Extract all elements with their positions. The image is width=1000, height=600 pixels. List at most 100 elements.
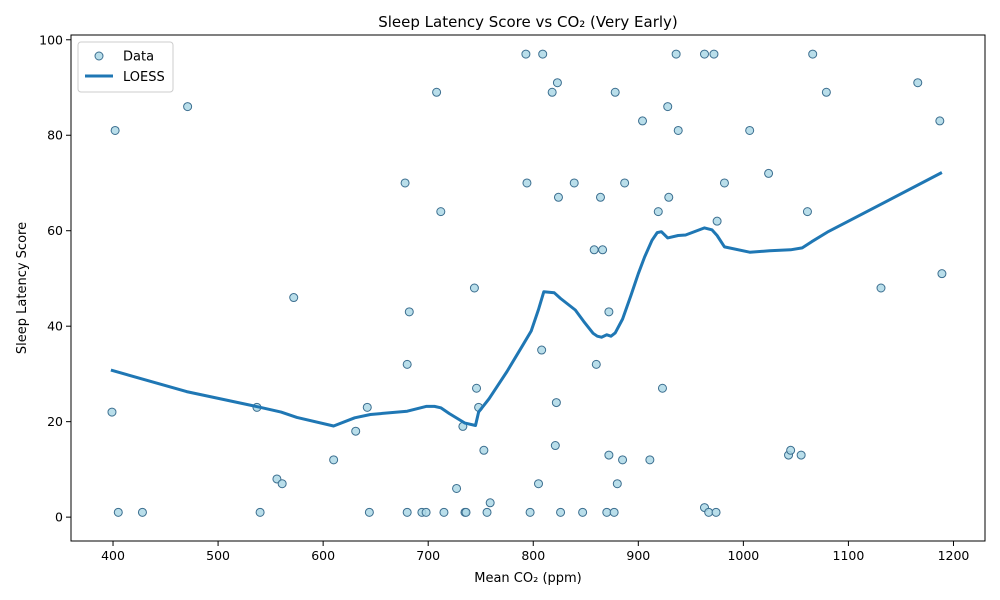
data-point xyxy=(645,455,655,465)
data-point xyxy=(796,450,806,460)
data-point xyxy=(589,245,599,255)
data-point xyxy=(289,293,299,303)
data-point xyxy=(110,125,120,135)
data-point xyxy=(712,216,722,226)
data-point xyxy=(719,178,729,188)
y-tick-label: 20 xyxy=(47,414,63,429)
data-point xyxy=(937,269,947,279)
data-point xyxy=(436,207,446,217)
data-point xyxy=(469,283,479,293)
x-tick-label: 1100 xyxy=(833,548,865,563)
data-point xyxy=(610,87,620,97)
data-point xyxy=(699,49,709,59)
x-tick-label: 900 xyxy=(626,548,650,563)
data-point xyxy=(362,402,372,412)
data-point xyxy=(550,441,560,451)
data-point xyxy=(664,192,674,202)
data-point xyxy=(551,398,561,408)
data-point xyxy=(638,116,648,126)
x-tick-label: 700 xyxy=(416,548,440,563)
legend-data-marker xyxy=(94,51,104,61)
data-point xyxy=(351,426,361,436)
data-point xyxy=(745,125,755,135)
data-point xyxy=(709,49,719,59)
data-point xyxy=(277,479,287,489)
data-point xyxy=(402,359,412,369)
data-point xyxy=(537,345,547,355)
data-point xyxy=(452,483,462,493)
x-tick-label: 500 xyxy=(206,548,230,563)
data-point xyxy=(538,49,548,59)
data-point xyxy=(604,450,614,460)
data-point xyxy=(552,78,562,88)
data-point xyxy=(935,116,945,126)
data-point xyxy=(255,507,265,517)
loess-line xyxy=(110,171,943,428)
legend-data-label: Data xyxy=(123,50,154,65)
data-point xyxy=(547,87,557,97)
data-point xyxy=(113,507,123,517)
data-point xyxy=(482,507,492,517)
data-point xyxy=(400,178,410,188)
x-axis: 400 500 600 700 800 900 1000 1100 1200 xyxy=(101,541,969,563)
data-point xyxy=(913,78,923,88)
y-tick-label: 100 xyxy=(39,32,63,47)
data-point xyxy=(595,192,605,202)
data-point xyxy=(556,507,566,517)
data-point xyxy=(612,479,622,489)
y-axis-label: Sleep Latency Score xyxy=(15,222,30,354)
data-point xyxy=(802,207,812,217)
data-point xyxy=(591,359,601,369)
data-point xyxy=(183,102,193,112)
data-point xyxy=(578,507,588,517)
data-point xyxy=(673,125,683,135)
data-point xyxy=(653,207,663,217)
data-point xyxy=(439,507,449,517)
data-point xyxy=(521,49,531,59)
data-point xyxy=(522,178,532,188)
data-point xyxy=(107,407,117,417)
x-tick-label: 800 xyxy=(521,548,545,563)
data-point xyxy=(786,445,796,455)
data-point xyxy=(421,507,431,517)
data-point xyxy=(876,283,886,293)
x-tick-label: 1000 xyxy=(727,548,759,563)
data-point xyxy=(525,507,535,517)
chart-title: Sleep Latency Score vs CO₂ (Very Early) xyxy=(378,13,678,31)
data-point xyxy=(137,507,147,517)
data-point xyxy=(534,479,544,489)
data-point xyxy=(663,102,673,112)
data-point xyxy=(657,383,667,393)
data-point xyxy=(704,507,714,517)
axes-frame xyxy=(70,34,986,542)
data-point xyxy=(764,168,774,178)
data-point xyxy=(711,507,721,517)
data-point xyxy=(402,507,412,517)
y-tick-label: 60 xyxy=(47,223,63,238)
legend-loess-label: LOESS xyxy=(123,70,165,85)
y-axis: 0 20 40 60 80 100 xyxy=(39,32,71,525)
data-point xyxy=(620,178,630,188)
y-tick-label: 80 xyxy=(47,128,63,143)
data-point xyxy=(364,507,374,517)
data-point xyxy=(432,87,442,97)
data-point xyxy=(472,383,482,393)
data-point xyxy=(479,445,489,455)
data-point xyxy=(808,49,818,59)
data-point xyxy=(821,87,831,97)
data-point xyxy=(553,192,563,202)
data-point xyxy=(609,507,619,517)
x-tick-label: 1200 xyxy=(938,548,970,563)
data-point xyxy=(602,507,612,517)
legend: Data LOESS xyxy=(77,41,174,93)
data-point xyxy=(671,49,681,59)
data-point xyxy=(569,178,579,188)
data-point xyxy=(461,507,471,517)
x-tick-label: 600 xyxy=(311,548,335,563)
y-tick-label: 40 xyxy=(47,319,63,334)
data-point xyxy=(604,307,614,317)
data-points xyxy=(107,49,947,517)
data-point xyxy=(329,455,339,465)
x-tick-label: 400 xyxy=(101,548,125,563)
